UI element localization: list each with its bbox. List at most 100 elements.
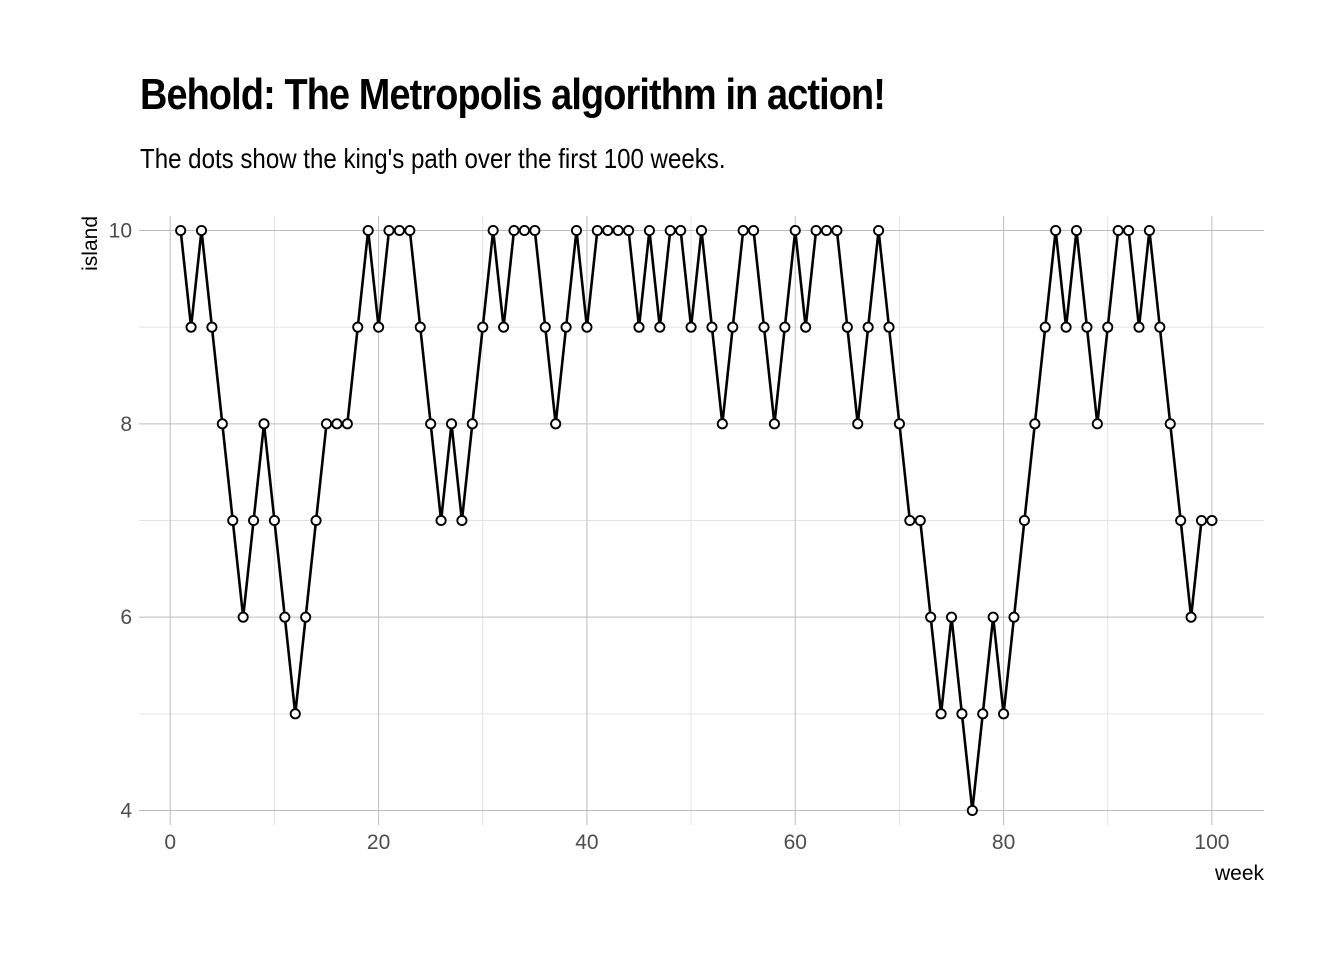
data-point: [1029, 418, 1041, 430]
data-point: [852, 418, 864, 430]
data-point: [820, 224, 833, 237]
data-point: [1060, 321, 1072, 333]
data-point: [310, 514, 322, 527]
data-point: [633, 321, 645, 333]
y-axis-title: island: [79, 216, 102, 271]
data-point: [529, 224, 541, 237]
data-point: [664, 224, 676, 237]
data-point: [341, 418, 353, 430]
y-tick-label: 6: [120, 606, 132, 629]
data-point: [1195, 514, 1208, 527]
x-tick-label: 0: [164, 831, 176, 854]
data-point: [956, 708, 968, 720]
data-point: [362, 224, 374, 237]
data-point: [695, 224, 708, 237]
data-point: [727, 321, 739, 333]
data-point: [654, 321, 666, 333]
data-point: [883, 321, 895, 333]
data-point: [945, 611, 958, 623]
y-tick-label: 4: [120, 800, 132, 823]
data-point: [675, 224, 687, 237]
data-point: [789, 224, 801, 237]
data-point: [331, 418, 343, 430]
data-point: [623, 224, 635, 237]
data-point: [914, 514, 926, 527]
data-point: [279, 611, 291, 623]
data-point: [1008, 611, 1020, 623]
y-tick-label: 8: [120, 413, 132, 436]
data-point: [456, 514, 468, 527]
data-point: [581, 321, 593, 333]
data-point: [1039, 321, 1051, 333]
data-point: [404, 224, 416, 237]
data-point: [258, 418, 270, 430]
data-point: [206, 321, 218, 333]
data-point: [1133, 321, 1145, 333]
data-point: [1185, 611, 1197, 623]
data-point: [393, 224, 405, 237]
data-point: [716, 418, 728, 430]
data-point: [591, 224, 603, 237]
x-tick-label: 20: [367, 831, 390, 854]
data-point: [737, 224, 749, 237]
data-point: [1175, 514, 1187, 527]
data-point: [748, 224, 760, 237]
data-point: [873, 224, 885, 237]
data-point: [925, 611, 937, 623]
data-point: [1070, 224, 1083, 237]
data-point: [268, 514, 280, 527]
grid-lines: [139, 216, 1264, 825]
data-point: [643, 224, 655, 237]
data-point: [477, 321, 489, 333]
data-point: [758, 321, 770, 333]
data-point: [320, 418, 333, 430]
data-point: [248, 514, 260, 527]
data-point: [300, 611, 312, 623]
data-point: [862, 321, 874, 333]
series-king-path: [175, 224, 1218, 817]
data-point: [831, 224, 843, 237]
x-tick-label: 60: [784, 831, 807, 854]
data-point: [1091, 418, 1103, 430]
x-axis-title: week: [1214, 862, 1265, 885]
data-point: [1206, 514, 1218, 527]
data-point: [612, 224, 624, 237]
data-point: [383, 224, 395, 237]
y-tick-label: 10: [109, 220, 132, 243]
data-point: [1018, 514, 1030, 527]
data-point: [518, 224, 530, 237]
data-point: [445, 418, 458, 430]
data-point: [498, 321, 510, 333]
data-point: [602, 224, 614, 237]
data-point: [466, 418, 478, 430]
data-point: [289, 708, 301, 720]
data-point: [904, 514, 916, 527]
data-point: [414, 321, 426, 333]
data-point: [810, 224, 822, 237]
data-point: [893, 418, 905, 430]
tick-labels: 0 20 40 60 80 100 4 6 8 10: [109, 220, 1230, 855]
data-point: [373, 321, 385, 333]
data-point: [487, 224, 499, 237]
data-point: [352, 321, 364, 333]
data-point: [227, 514, 239, 527]
data-point: [550, 418, 562, 430]
data-point: [800, 321, 812, 333]
data-point: [216, 418, 228, 430]
data-point: [1154, 321, 1166, 333]
data-point: [1164, 418, 1176, 430]
data-point: [1102, 321, 1114, 333]
data-point: [977, 708, 989, 720]
data-point: [570, 224, 583, 237]
data-point: [987, 611, 999, 623]
data-point: [706, 321, 718, 333]
series-line: [179, 229, 1212, 812]
data-point: [508, 224, 520, 237]
data-point: [539, 321, 551, 333]
data-point: [560, 321, 572, 333]
data-point: [779, 321, 791, 333]
chart-subtitle: The dots show the king's path over the f…: [140, 143, 726, 174]
data-point: [1050, 224, 1062, 237]
data-point: [237, 611, 249, 623]
data-point: [768, 418, 780, 430]
